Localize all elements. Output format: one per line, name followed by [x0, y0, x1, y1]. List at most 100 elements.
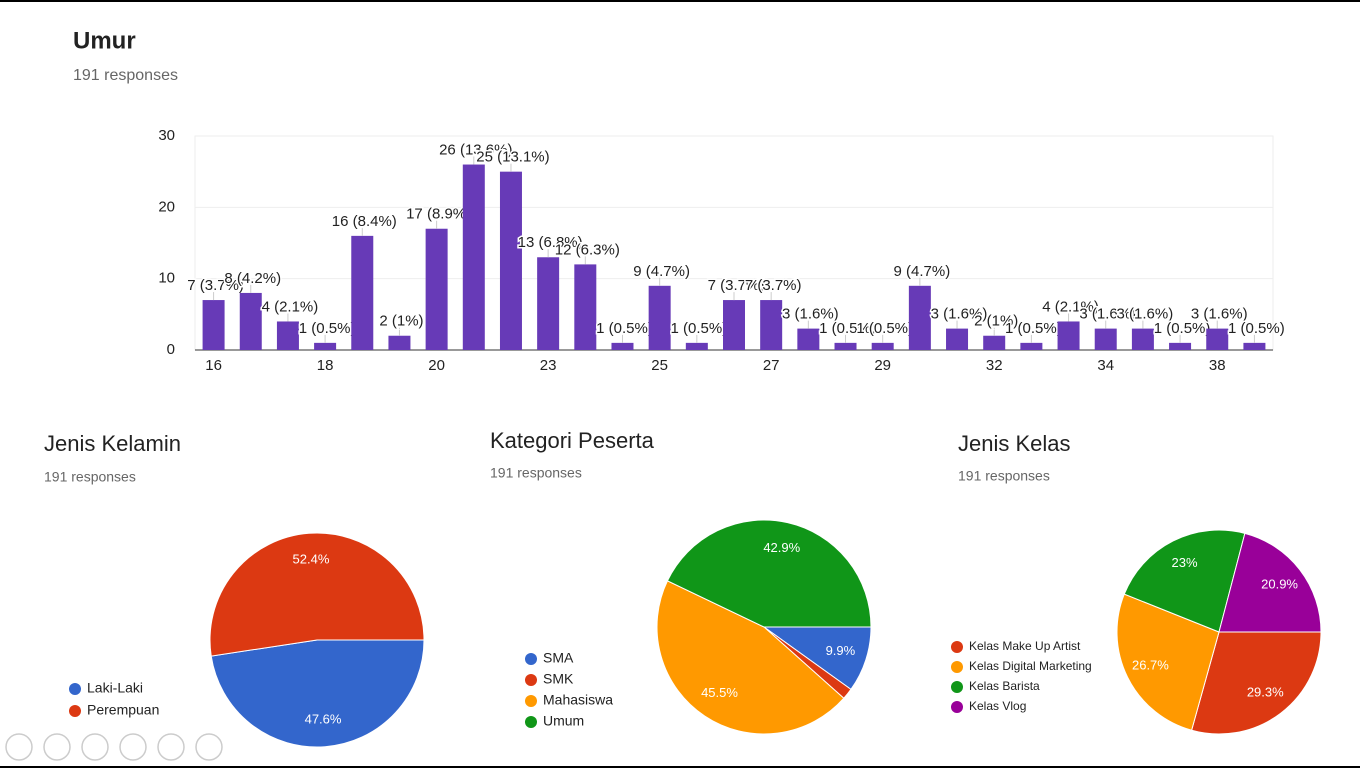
legend-swatch — [69, 683, 81, 695]
data-label: 1 (0.5%) — [1005, 320, 1062, 337]
slides-button[interactable] — [119, 733, 147, 761]
legend-swatch — [525, 716, 537, 728]
bar — [537, 257, 560, 350]
bar — [462, 164, 485, 350]
bar — [797, 328, 820, 350]
legend-label: SMK — [543, 671, 574, 687]
legend-swatch — [525, 674, 537, 686]
pie-slice — [666, 519, 872, 628]
data-label: 9 (4.7%) — [894, 263, 951, 280]
pie-slice — [1218, 532, 1322, 633]
data-label: 12 (6.3%) — [555, 241, 620, 258]
more-button[interactable] — [195, 733, 223, 761]
prev-button[interactable] — [5, 733, 33, 761]
data-label: 1 (0.5%) — [299, 320, 356, 337]
bar — [276, 321, 299, 350]
data-label: 3 (1.6%) — [1079, 306, 1136, 323]
x-tick-label: 27 — [763, 357, 780, 374]
bar — [388, 335, 411, 350]
bar — [723, 300, 745, 350]
data-label: 1 (0.5%) — [1228, 320, 1285, 337]
bar — [351, 235, 374, 350]
legend-label: SMA — [543, 650, 574, 666]
pie-slice — [1190, 631, 1322, 735]
x-tick-label: 29 — [874, 357, 891, 374]
chart-title: Kategori Peserta — [490, 428, 655, 453]
bar — [611, 342, 634, 350]
data-label: 1 (0.5%) — [819, 320, 876, 337]
slice-label: 47.6% — [305, 711, 342, 726]
chart-title: Umur — [73, 27, 136, 54]
slice-label: 42.9% — [763, 540, 800, 555]
bar — [1131, 328, 1154, 350]
slice-label: 26.7% — [1132, 657, 1169, 672]
y-tick-label: 20 — [158, 198, 175, 215]
bar — [1243, 342, 1266, 350]
bar — [685, 342, 708, 350]
data-label: 3 (1.6%) — [1191, 306, 1248, 323]
data-label: 1 (0.5%) — [670, 320, 727, 337]
data-label: 4 (2.1%) — [262, 298, 319, 315]
chart-subtitle: 191 responses — [44, 469, 136, 485]
bar — [1057, 321, 1080, 350]
chart-subtitle: 191 responses — [958, 468, 1050, 484]
bar — [648, 285, 671, 350]
pen-button[interactable] — [81, 733, 109, 761]
data-label: 25 (13.1%) — [476, 149, 549, 166]
bar — [425, 228, 448, 350]
data-label: 1 (0.5%) — [856, 320, 913, 337]
chart-subtitle: 191 responses — [73, 67, 178, 84]
bar — [1169, 342, 1192, 350]
data-label: 2 (1%) — [974, 313, 1018, 330]
data-label: 7 (3.7%) — [708, 277, 765, 294]
bar — [1020, 342, 1043, 350]
data-label: 7 (3.7%) — [187, 277, 244, 294]
data-label: 1 (0.5%) — [596, 320, 653, 337]
x-tick-label: 34 — [1097, 357, 1114, 374]
slice-label: 20.9% — [1261, 577, 1298, 592]
bar — [499, 171, 522, 350]
slice-label: 29.3% — [1247, 684, 1284, 699]
bar — [946, 328, 969, 350]
x-tick-label: 16 — [205, 357, 222, 374]
x-tick-label: 18 — [317, 357, 334, 374]
x-tick-label: 25 — [651, 357, 668, 374]
data-label: 9 (4.7%) — [633, 263, 690, 280]
data-label: 2 (1%) — [379, 313, 423, 330]
y-tick-label: 30 — [158, 127, 175, 144]
slice-label: 52.4% — [293, 551, 330, 566]
bar — [202, 300, 225, 350]
pie-slice — [1116, 593, 1220, 731]
bar — [834, 342, 857, 350]
legend-swatch — [525, 653, 537, 665]
y-tick-label: 10 — [158, 270, 175, 287]
legend-swatch — [951, 661, 963, 673]
data-label: 3 (1.6%) — [931, 306, 988, 323]
slice-label: 45.5% — [701, 685, 738, 700]
x-tick-label: 23 — [540, 357, 557, 374]
x-tick-label: 38 — [1209, 357, 1226, 374]
legend-label: Kelas Vlog — [969, 699, 1026, 713]
legend-label: Perempuan — [87, 702, 159, 718]
next-button[interactable] — [43, 733, 71, 761]
data-label: 7 (3.7%) — [745, 277, 802, 294]
legend-label: Umum — [543, 713, 584, 729]
data-label: 26 (13.6%) — [439, 142, 512, 159]
data-label: 8 (4.2%) — [224, 270, 281, 287]
bar — [908, 285, 931, 350]
bar — [314, 342, 337, 350]
data-label: 17 (8.9%) — [406, 206, 471, 223]
chart-subtitle: 191 responses — [490, 465, 582, 481]
legend-swatch — [951, 641, 963, 653]
zoom-button[interactable] — [157, 733, 185, 761]
legend-swatch — [951, 681, 963, 693]
bar — [1094, 328, 1117, 350]
bar — [983, 335, 1006, 350]
data-label: 16 (8.4%) — [332, 213, 397, 230]
chart-title: Jenis Kelas — [958, 431, 1071, 456]
pie-slice — [210, 639, 425, 748]
bar — [760, 300, 783, 350]
legend-label: Kelas Make Up Artist — [969, 639, 1081, 653]
legend-label: Laki-Laki — [87, 680, 143, 696]
